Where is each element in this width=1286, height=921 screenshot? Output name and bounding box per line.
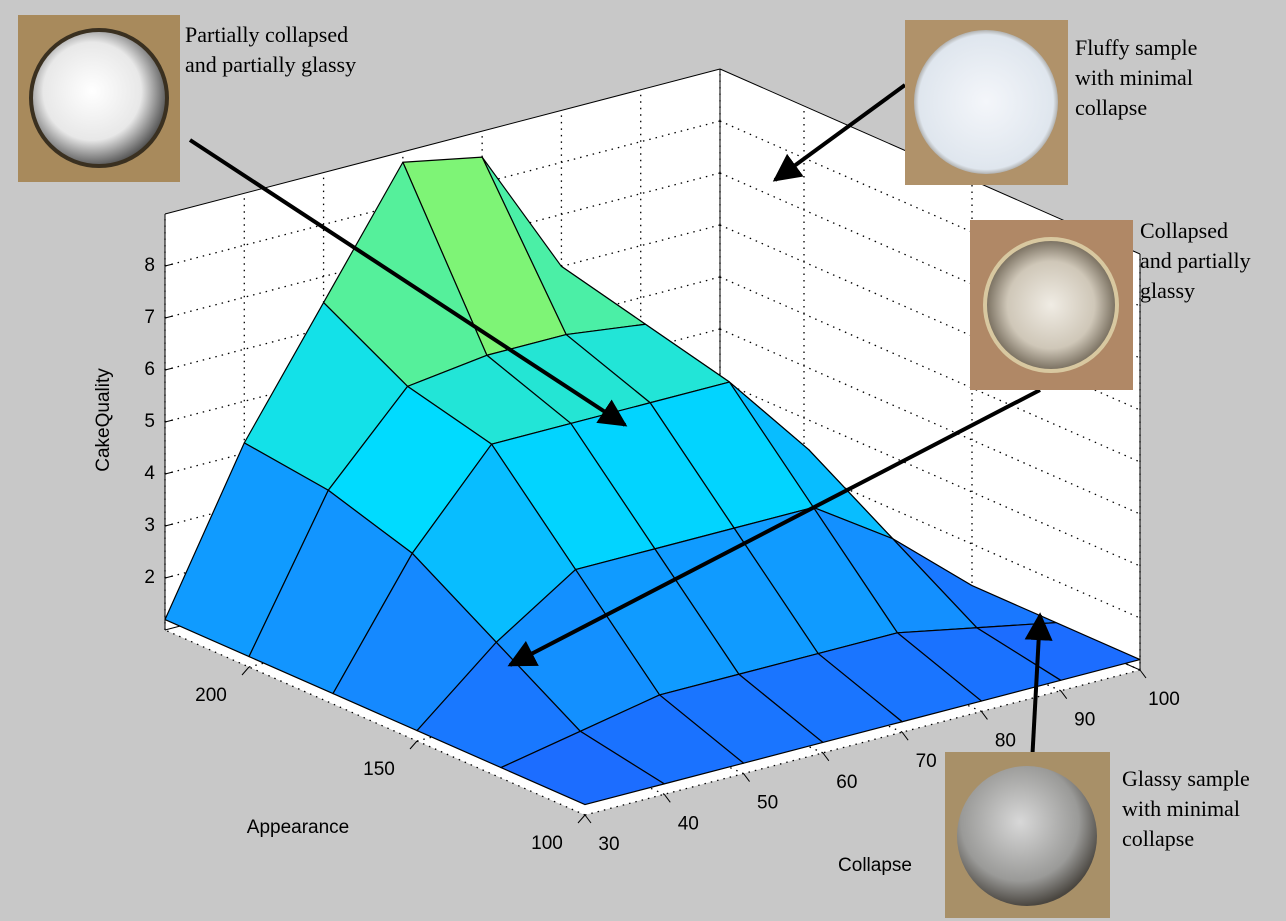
annotation: with minimal [1075,65,1193,90]
z-tick-label: 8 [144,255,155,276]
page: 2 3 4 5 6 7 8 30 40 50 60 70 80 90 100 100 150 200 Parti… [0,0,1286,921]
x-tick-label: 40 [678,813,699,834]
z-tick-label: 4 [144,463,155,484]
tick-mark [1140,670,1146,678]
z-tick-label: 6 [144,359,155,380]
annotation: with minimal [1122,796,1240,821]
y-tick-label: 150 [363,759,395,780]
tick-mark [981,711,987,719]
x-tick-label: 70 [916,751,937,772]
annotation: and partially glassy [185,52,356,77]
z-tick-label: 3 [144,515,155,536]
photo-sample [31,30,167,166]
y-axis-label: Appearance [247,817,349,838]
photo-sample [914,30,1058,174]
annotation: Partially collapsed [185,22,348,47]
y-tick-label: 100 [531,833,563,854]
y-tick-label: 200 [195,685,227,706]
x-tick-label: 90 [1074,710,1095,731]
x-tick-label: 60 [836,772,857,793]
tick-mark [585,815,591,823]
z-axis-label: CakeQuality [93,368,114,472]
chart: 2 3 4 5 6 7 8 30 40 50 60 70 80 90 100 100 150 200 Parti… [0,0,1286,921]
z-tick-label: 7 [144,307,155,328]
x-tick-label: 30 [598,834,619,855]
tick-mark [410,741,417,749]
annotation: Glassy sample [1122,766,1250,791]
tick-mark [823,753,829,761]
annotation: and partially [1140,248,1251,273]
tick-mark [902,732,908,740]
annotation: collapse [1122,826,1194,851]
z-tick-label: 5 [144,411,155,432]
tick-mark [744,774,750,782]
annotation: collapse [1075,95,1147,120]
x-tick-label: 50 [757,793,778,814]
annotation: glassy [1140,278,1195,303]
tick-mark [664,794,670,802]
x-axis-label: Collapse [838,855,912,876]
x-tick-label: 100 [1148,689,1180,710]
photo-sample [985,239,1117,371]
annotation: Fluffy sample [1075,35,1197,60]
z-tick-label: 2 [144,567,155,588]
tick-mark [1061,691,1067,699]
tick-mark [578,815,585,823]
x-tick-label: 80 [995,730,1016,751]
annotation: Collapsed [1140,218,1228,243]
photo-sample [957,766,1097,906]
tick-mark [242,667,249,675]
